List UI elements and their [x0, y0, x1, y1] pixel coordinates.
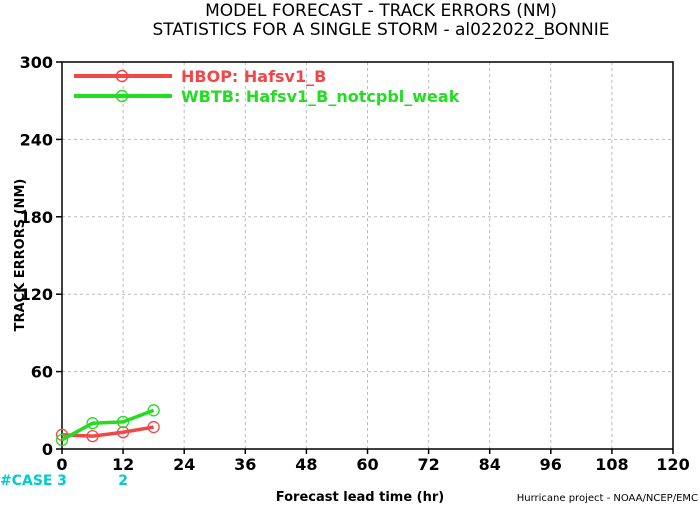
y-tick-label: 60 [31, 363, 53, 382]
credit-text: Hurricane project - NOAA/NCEP/EMC [517, 493, 698, 504]
x-tick-label: 24 [173, 455, 195, 474]
chart-subtitle: STATISTICS FOR A SINGLE STORM - al022022… [153, 20, 610, 40]
legend-marker [115, 69, 129, 83]
x-tick-label: 120 [656, 455, 689, 474]
x-tick-label: 84 [479, 455, 501, 474]
grid-lines [62, 62, 673, 449]
series-0 [55, 420, 160, 443]
legend-label: HBOP: Hafsv1_B [181, 67, 326, 86]
y-axis-label: TRACK ERRORS (NM) [13, 179, 28, 332]
x-tick-label: 0 [56, 455, 67, 474]
series-1 [55, 404, 160, 447]
data-point [116, 415, 130, 429]
x-axis-label: Forecast lead time (hr) [276, 490, 444, 505]
case-label: #CASE [0, 473, 53, 489]
legend-marker [115, 89, 129, 103]
x-tick-label: 48 [295, 455, 317, 474]
y-tick-label: 120 [20, 285, 53, 304]
series-line [61, 425, 154, 438]
legend-item-0: HBOP: Hafsv1_B [74, 67, 326, 86]
case-count: 3 [57, 473, 67, 489]
chart-title: MODEL FORECAST - TRACK ERRORS (NM) [205, 1, 557, 21]
y-tick-label: 180 [20, 208, 53, 227]
x-tick-label: 96 [540, 455, 562, 474]
data-point [86, 429, 99, 443]
data-point [86, 417, 99, 430]
legend-item-1: WBTB: Hafsv1_B_notcpbl_weak [74, 87, 460, 106]
x-tick-label: 36 [234, 455, 256, 474]
series-lines [55, 404, 160, 447]
legend-label: WBTB: Hafsv1_B_notcpbl_weak [181, 87, 460, 106]
x-tick-label: 12 [112, 455, 134, 474]
case-count: 2 [118, 473, 128, 489]
x-tick-label: 60 [356, 455, 378, 474]
data-point [147, 404, 160, 417]
data-point [147, 420, 160, 434]
y-tick-label: 300 [20, 53, 53, 72]
y-tick-label: 240 [20, 130, 53, 149]
data-point [116, 426, 130, 439]
y-tick-label: 0 [42, 440, 53, 459]
x-tick-labels: 0 12 24 36 48 60 72 84 96 108 120 [56, 449, 690, 474]
y-tick-labels: 0 60 120 180 240 300 [20, 53, 62, 459]
data-point [55, 428, 69, 441]
x-tick-label: 72 [417, 455, 439, 474]
series-line [61, 408, 155, 442]
data-point [55, 433, 69, 447]
x-tick-label: 108 [595, 455, 628, 474]
